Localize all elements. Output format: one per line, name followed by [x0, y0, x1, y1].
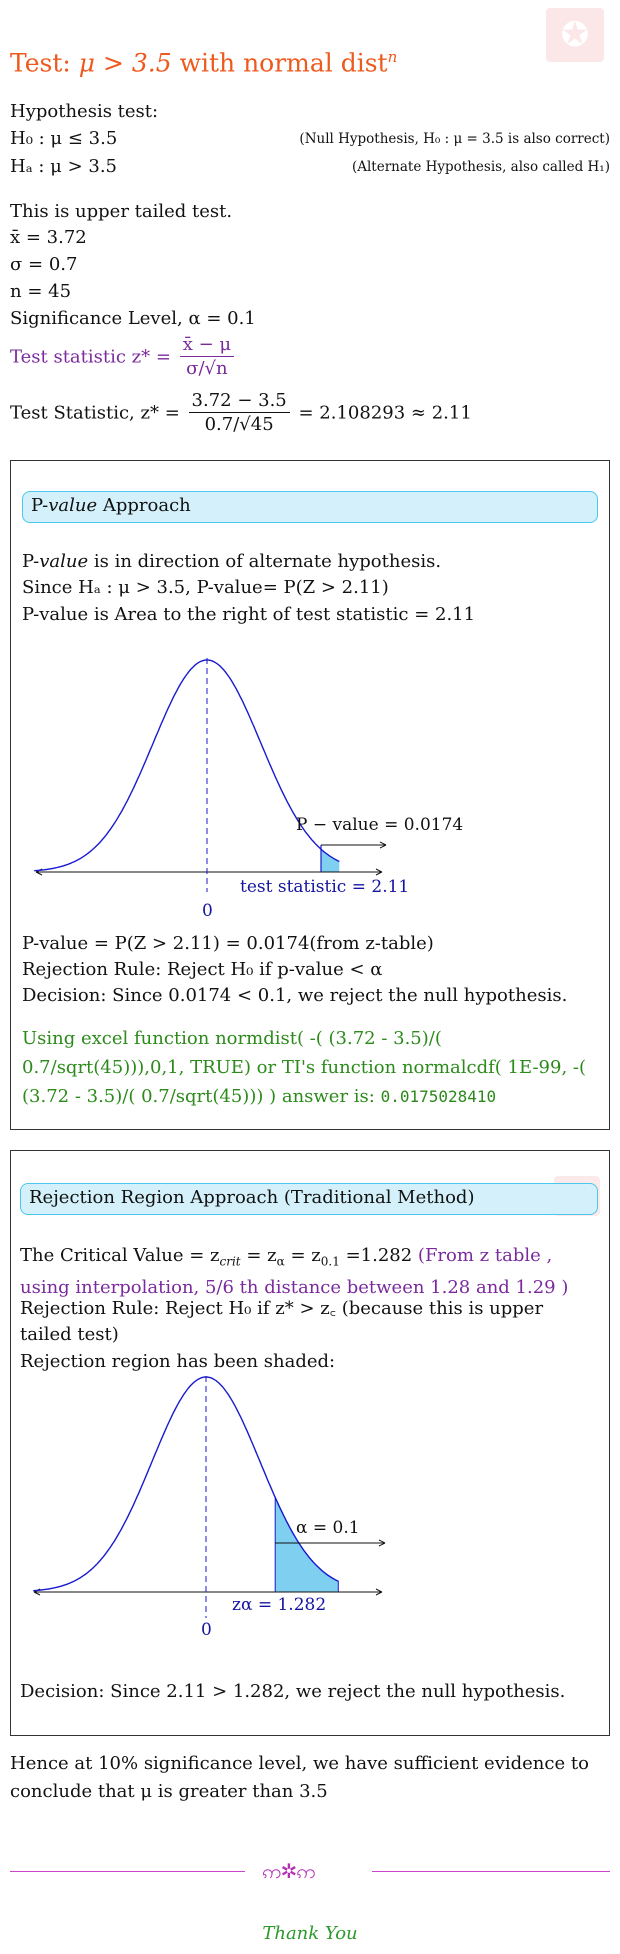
null-hypothesis: H₀ : μ ≤ 3.5: [10, 128, 118, 149]
test-statistic-formula: Test statistic z* = x̄ − μ σ/√n: [10, 334, 237, 381]
rejection-shaded-region: [274, 1497, 339, 1593]
excel-function-note: Using excel function normdist( -( (3.72 …: [22, 1028, 587, 1107]
conclusion: Hence at 10% significance level, we have…: [10, 1753, 589, 1802]
star-badge-icon: ✪: [546, 8, 604, 62]
pvalue-area-description: P-value is Area to the right of test sta…: [22, 604, 476, 625]
null-hypothesis-note: (Null Hypothesis, H₀ : μ = 3.5 is also c…: [299, 131, 610, 147]
pvalue-shaded-region: [320, 849, 340, 872]
alternate-hypothesis-note: (Alternate Hypothesis, also called H₁): [351, 159, 610, 175]
footer-divider-left: [10, 1871, 245, 1872]
pvalue-rejection-rule: Rejection Rule: Reject H₀ if p-value < α: [22, 959, 383, 980]
test-statistic-computation: Test Statistic, z* = 3.72 − 3.5 0.7/√45 =…: [10, 390, 472, 435]
hypothesis-heading: Hypothesis test:: [10, 101, 159, 122]
footer-ornament-icon: ဢ✲ဢ: [262, 1859, 316, 1883]
pvalue-normal-curve-graph: P − value = 0.0174 test statistic = 2.11…: [34, 658, 463, 921]
thank-you-text: Thank You: [262, 1923, 358, 1944]
footer-divider-right: [372, 1871, 610, 1872]
rejection-approach-box: [10, 1150, 610, 1736]
pvalue-decision: Decision: Since 0.0174 < 0.1, we reject …: [22, 985, 568, 1006]
shaded-note: Rejection region has been shaded:: [20, 1351, 336, 1372]
sample-size: n = 45: [10, 281, 72, 302]
pvalue-result: P-value = P(Z > 2.11) = 0.0174(from z-ta…: [22, 933, 434, 954]
page-title: Test: μ > 3.5 with normal distn: [10, 48, 398, 78]
pvalue-zero-label: 0: [202, 901, 213, 921]
alternate-hypothesis: Hₐ : μ > 3.5: [10, 156, 117, 177]
pvalue-curve: [34, 659, 340, 872]
sample-mean: x̄ = 3.72: [10, 227, 87, 248]
significance-level: Significance Level, α = 0.1: [10, 308, 256, 329]
rejection-z-label: zα = 1.282: [232, 1595, 326, 1615]
pvalue-approach-box: [10, 460, 610, 1130]
pvalue-graph-label: P − value = 0.0174: [296, 815, 463, 835]
rejection-normal-curve-graph: α = 0.1 zα = 1.282 0: [33, 1376, 386, 1640]
std-dev: σ = 0.7: [10, 254, 78, 275]
rejection-approach-heading: Rejection Region Approach (Traditional M…: [20, 1183, 598, 1215]
tail-statement: This is upper tailed test.: [10, 201, 233, 222]
critical-value-statement: The Critical Value = zcrit = zα = z0.1 =…: [20, 1245, 569, 1298]
rejection-curve: [33, 1376, 339, 1592]
pvalue-approach-heading: P-value Approach: [22, 491, 598, 523]
pvalue-direction: P-value is in direction of alternate hyp…: [22, 551, 442, 572]
pvalue-stat-label: test statistic = 2.11: [240, 877, 409, 897]
rejection-zero-label: 0: [201, 1620, 212, 1640]
rejection-rule: Rejection Rule: Reject H₀ if z* > z꜀ (be…: [20, 1298, 544, 1345]
pvalue-expression: Since Hₐ : μ > 3.5, P-value= P(Z > 2.11): [22, 577, 389, 598]
rejection-decision: Decision: Since 2.11 > 1.282, we reject …: [20, 1681, 566, 1702]
rejection-alpha-label: α = 0.1: [296, 1518, 360, 1538]
